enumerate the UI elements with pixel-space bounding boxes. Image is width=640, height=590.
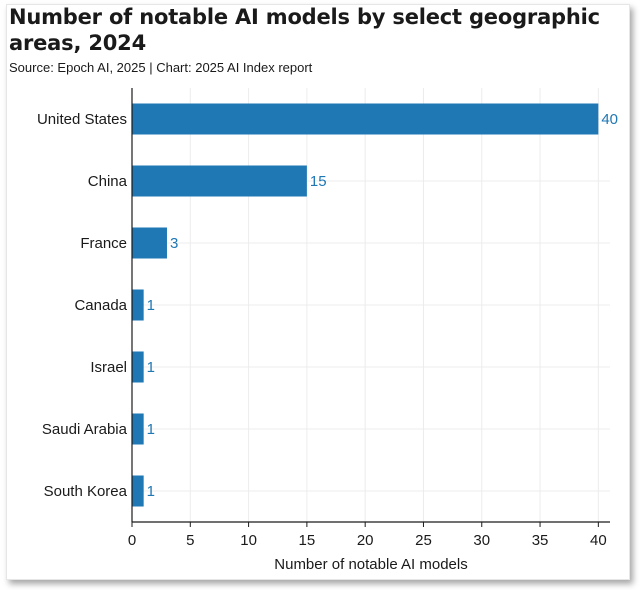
bars (132, 103, 599, 507)
x-tick-label-15: 15 (299, 532, 316, 549)
category-label-0: United States (37, 111, 127, 128)
category-label-3: Canada (74, 297, 127, 314)
category-label-1: China (88, 173, 128, 190)
labels: United States 40 China 15 France 3 Canada 1 Isra… (37, 111, 618, 500)
chart-card (6, 4, 630, 580)
category-label-5: Saudi Arabia (42, 421, 128, 438)
chart-subtitle: Source: Epoch AI, 2025 | Chart: 2025 AI … (9, 60, 313, 75)
x-tick-label-10: 10 (240, 532, 257, 549)
chart-title: Number of notable AI models by select ge… (9, 5, 600, 55)
value-label-5: 1 (147, 421, 155, 438)
bar-2 (132, 227, 167, 259)
bar-6 (132, 475, 144, 507)
bar-1 (132, 165, 307, 197)
x-axis-title: Number of notable AI models (274, 556, 467, 573)
gridlines (131, 88, 610, 522)
bar-4 (132, 351, 144, 383)
x-tick-label-5: 5 (186, 532, 194, 549)
value-label-6: 1 (147, 483, 155, 500)
bar-0 (132, 103, 599, 135)
bar-5 (132, 413, 144, 445)
category-label-4: Israel (90, 359, 127, 376)
value-label-3: 1 (147, 297, 155, 314)
value-label-1: 15 (310, 173, 327, 190)
x-tick-label-0: 0 (128, 532, 136, 549)
x-tick-label-25: 25 (415, 532, 432, 549)
x-tick-label-30: 30 (473, 532, 490, 549)
x-tick-label-40: 40 (590, 532, 607, 549)
value-label-2: 3 (170, 235, 178, 252)
category-label-2: France (80, 235, 127, 252)
x-tick-label-20: 20 (357, 532, 374, 549)
axes: 0 5 10 15 20 25 30 35 40 (128, 88, 610, 549)
value-label-4: 1 (147, 359, 155, 376)
x-tick-label-35: 35 (532, 532, 549, 549)
bar-3 (132, 289, 144, 321)
category-label-6: South Korea (44, 483, 128, 500)
value-label-0: 40 (601, 111, 618, 128)
